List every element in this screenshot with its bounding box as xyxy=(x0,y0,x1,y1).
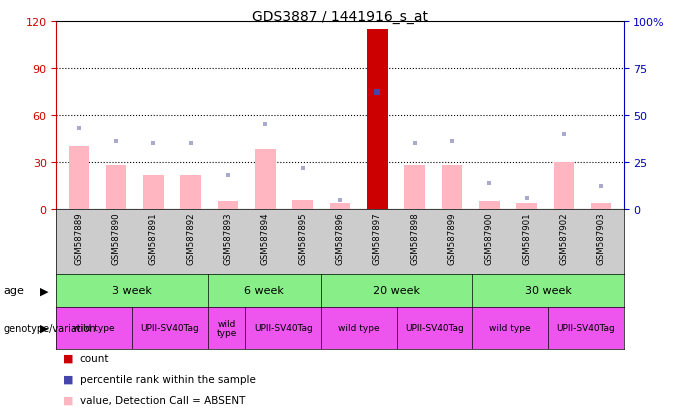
Bar xyxy=(405,166,425,209)
Text: GSM587895: GSM587895 xyxy=(299,212,307,265)
Bar xyxy=(479,202,500,209)
Text: age: age xyxy=(3,286,24,296)
Text: wild type: wild type xyxy=(338,324,379,333)
Text: GSM587897: GSM587897 xyxy=(373,212,381,265)
Bar xyxy=(180,175,201,209)
Text: GSM587889: GSM587889 xyxy=(74,212,84,265)
Bar xyxy=(292,200,313,209)
Text: wild type: wild type xyxy=(490,324,531,333)
Text: GDS3887 / 1441916_s_at: GDS3887 / 1441916_s_at xyxy=(252,9,428,24)
Text: GSM587899: GSM587899 xyxy=(447,212,456,264)
Text: 3 week: 3 week xyxy=(112,286,152,296)
Bar xyxy=(218,202,238,209)
Text: genotype/variation: genotype/variation xyxy=(3,323,96,333)
Text: GSM587890: GSM587890 xyxy=(112,212,120,265)
Bar xyxy=(554,163,574,209)
Bar xyxy=(143,175,164,209)
Text: GSM587891: GSM587891 xyxy=(149,212,158,265)
Text: 30 week: 30 week xyxy=(524,286,571,296)
Text: ▶: ▶ xyxy=(40,323,48,333)
Bar xyxy=(69,147,89,209)
Text: GSM587901: GSM587901 xyxy=(522,212,531,265)
Text: ■: ■ xyxy=(63,374,73,384)
Text: wild type: wild type xyxy=(73,324,115,333)
Text: value, Detection Call = ABSENT: value, Detection Call = ABSENT xyxy=(80,394,245,405)
Text: GSM587902: GSM587902 xyxy=(560,212,568,265)
Text: ▶: ▶ xyxy=(40,286,48,296)
Text: GSM587903: GSM587903 xyxy=(596,212,606,265)
Text: GSM587893: GSM587893 xyxy=(224,212,233,265)
Text: ■: ■ xyxy=(63,394,73,405)
Text: GSM587900: GSM587900 xyxy=(485,212,494,265)
Text: UPII-SV40Tag: UPII-SV40Tag xyxy=(254,324,313,333)
Text: 6 week: 6 week xyxy=(244,286,284,296)
Bar xyxy=(516,203,537,209)
Text: GSM587892: GSM587892 xyxy=(186,212,195,265)
Text: GSM587894: GSM587894 xyxy=(261,212,270,265)
Bar xyxy=(442,166,462,209)
Text: GSM587898: GSM587898 xyxy=(410,212,419,265)
Bar xyxy=(330,203,350,209)
Text: 20 week: 20 week xyxy=(373,286,420,296)
Text: percentile rank within the sample: percentile rank within the sample xyxy=(80,374,256,384)
Bar xyxy=(591,203,611,209)
Bar xyxy=(106,166,126,209)
Text: UPII-SV40Tag: UPII-SV40Tag xyxy=(405,324,464,333)
Text: count: count xyxy=(80,353,109,363)
Text: GSM587896: GSM587896 xyxy=(335,212,345,265)
Text: UPII-SV40Tag: UPII-SV40Tag xyxy=(141,324,199,333)
Bar xyxy=(255,150,275,209)
Bar xyxy=(367,30,388,209)
Text: wild
type: wild type xyxy=(216,319,237,337)
Text: UPII-SV40Tag: UPII-SV40Tag xyxy=(556,324,615,333)
Text: ■: ■ xyxy=(63,353,73,363)
